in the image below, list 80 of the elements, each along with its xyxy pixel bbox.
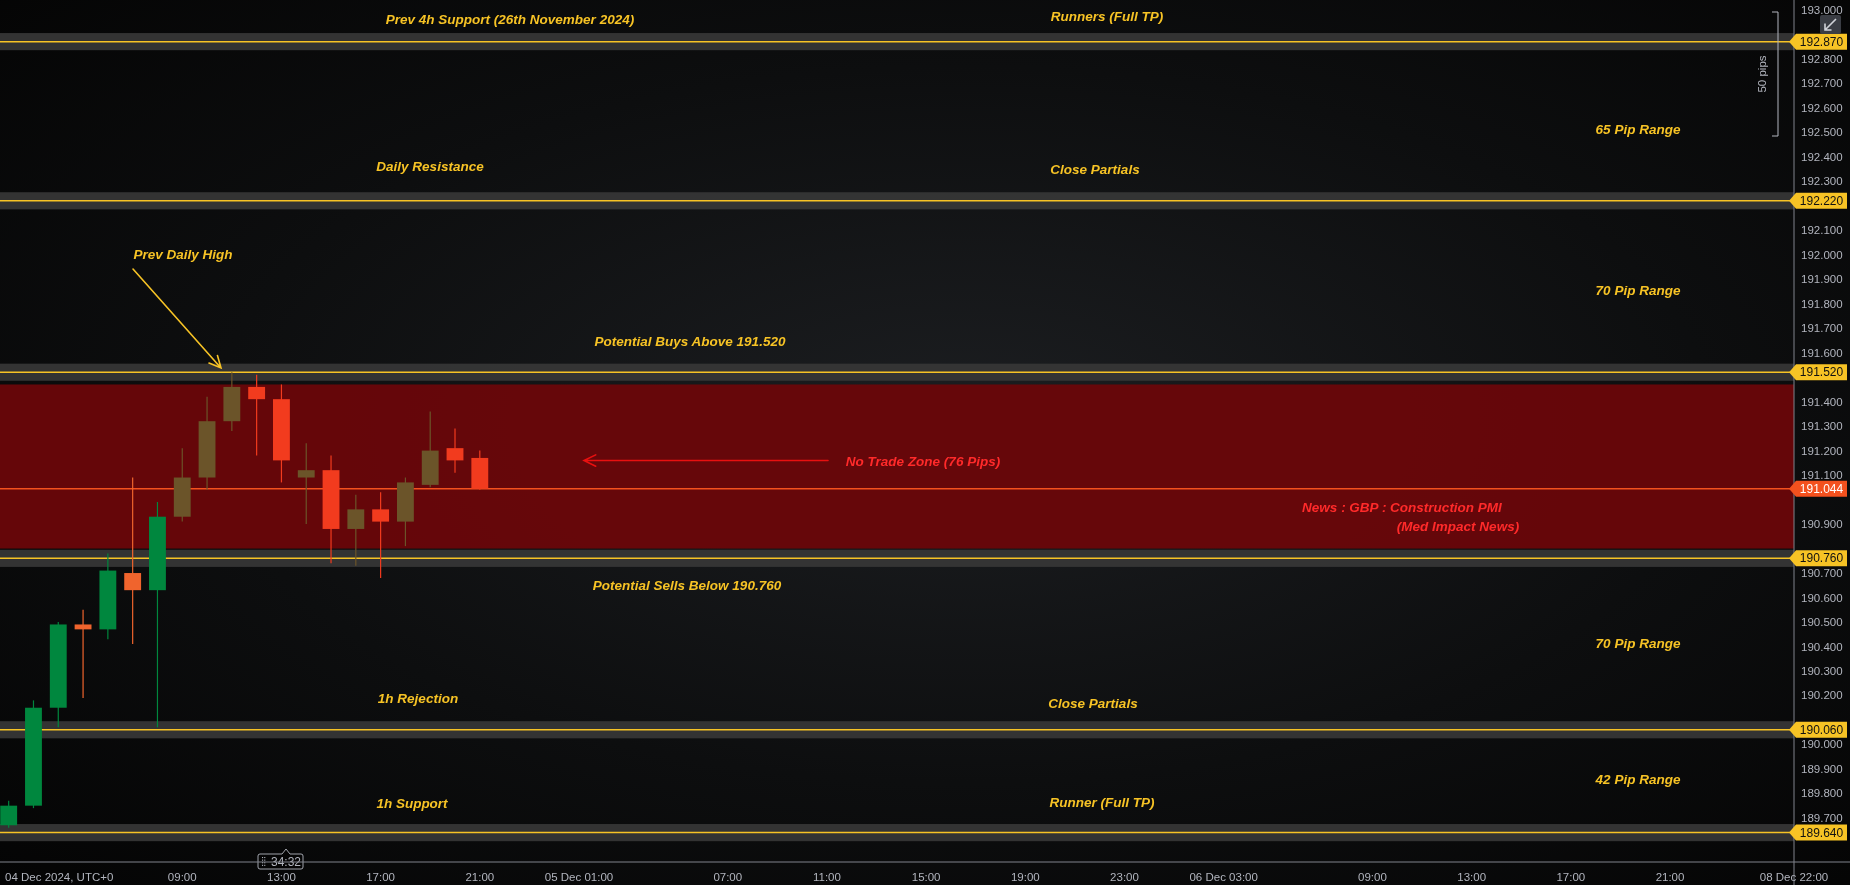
ref-line-label: 191.520 (1799, 365, 1844, 380)
x-tick-label: 11:00 (812, 871, 841, 883)
y-tick-label: 190.000 (1801, 738, 1843, 751)
y-tick-label: 189.900 (1801, 762, 1843, 775)
x-tick-label: 13:00 (1457, 871, 1487, 883)
y-tick-label: 193.000 (1801, 3, 1843, 16)
ref-line-label: 192.870 (1799, 34, 1844, 49)
annotation: Close Partials (1048, 695, 1139, 711)
x-tick-label: 21:00 (1655, 871, 1685, 883)
annotation: Prev Daily High (133, 246, 233, 262)
y-tick-label: 191.700 (1801, 322, 1843, 335)
x-tick-label: 06 Dec 03:00 (1189, 871, 1258, 883)
x-tick-label: 19:00 (1010, 871, 1040, 883)
candlestick (124, 476, 142, 645)
x-tick-label: 09:00 (1358, 871, 1387, 883)
y-tick-label: 190.200 (1801, 689, 1843, 702)
band-label: Potential Buys Above 191.520 (594, 333, 786, 349)
y-tick-label: 190.300 (1801, 664, 1843, 677)
y-tick-label: 192.400 (1801, 150, 1843, 163)
x-tick-label: 17:00 (1556, 871, 1586, 883)
y-tick-label: 191.300 (1801, 420, 1843, 433)
x-tick-label: 15:00 (911, 871, 941, 883)
candlestick (372, 491, 390, 579)
ref-line-label: 191.044 (1799, 481, 1844, 496)
annotation: 65 Pip Range (1595, 121, 1681, 137)
y-tick-label: 192.700 (1801, 77, 1843, 90)
annotation: Runner (Full TP) (1049, 794, 1155, 810)
y-tick-label: 192.500 (1801, 126, 1843, 139)
candlestick (0, 800, 18, 829)
y-tick-label: 192.300 (1801, 175, 1843, 188)
ref-line-label: 189.640 (1799, 825, 1844, 840)
y-tick-label: 191.900 (1801, 273, 1843, 286)
y-tick-label: 190.900 (1801, 518, 1843, 531)
candlestick (347, 494, 365, 567)
x-tick-label: 17:00 (366, 871, 396, 883)
candlestick (74, 609, 92, 699)
y-tick-label: 191.600 (1801, 346, 1843, 359)
x-tick-label: 07:00 (713, 871, 743, 883)
x-axis-title: 04 Dec 2024, UTC+0 (5, 871, 114, 883)
x-tick-label: 23:00 (1110, 871, 1139, 883)
x-tick-label: 09:00 (167, 871, 197, 883)
y-tick-label: 191.100 (1801, 469, 1843, 482)
y-tick-label: 190.500 (1801, 616, 1843, 629)
annotation: 50 pips (1756, 55, 1768, 93)
y-tick-label: 192.000 (1801, 248, 1843, 261)
x-tick-label: 13:00 (267, 871, 296, 883)
candlestick (248, 374, 266, 457)
y-tick-label: 192.100 (1801, 224, 1843, 237)
y-tick-label: 191.400 (1801, 395, 1843, 408)
band-label: Potential Sells Below 190.760 (592, 577, 782, 593)
y-tick-label: 190.700 (1801, 567, 1843, 580)
annotation: Runners (Full TP) (1050, 8, 1164, 24)
annotation: 34:32 (270, 854, 302, 869)
y-tick-label: 191.800 (1801, 297, 1843, 310)
x-tick-label: 08 Dec 22:00 (1759, 871, 1829, 883)
annotation: 70 Pip Range (1595, 635, 1681, 651)
ref-line-label: 190.060 (1799, 722, 1844, 737)
ref-line-label: 190.760 (1799, 551, 1844, 566)
band-label: 1h Rejection (377, 690, 459, 706)
candlestick (297, 442, 315, 525)
candlestick (446, 427, 464, 474)
y-tick-label: 189.800 (1801, 787, 1843, 800)
y-tick-label: 190.400 (1801, 640, 1843, 653)
band-label: No Trade Zone (76 Pips) (845, 453, 1001, 469)
ref-line-label: 192.220 (1799, 193, 1844, 208)
annotation: (Med Impact News) (1396, 518, 1520, 534)
band-label: 1h Support (376, 795, 449, 811)
x-tick-label: 05 Dec 01:00 (544, 871, 614, 883)
band-label: Daily Resistance (376, 158, 485, 174)
x-tick-label: 21:00 (465, 871, 495, 883)
annotation: 42 Pip Range (1594, 771, 1681, 787)
y-tick-label: 189.700 (1801, 811, 1843, 824)
annotation: Close Partials (1050, 161, 1141, 177)
annotation: News : GBP : Construction PMI (1302, 499, 1503, 515)
y-tick-label: 192.800 (1801, 52, 1843, 65)
y-tick-label: 192.600 (1801, 101, 1843, 114)
band-label: Prev 4h Support (26th November 2024) (385, 11, 635, 27)
y-tick-label: 191.200 (1801, 444, 1843, 457)
y-tick-label: 190.600 (1801, 591, 1843, 604)
annotation: 70 Pip Range (1595, 282, 1681, 298)
